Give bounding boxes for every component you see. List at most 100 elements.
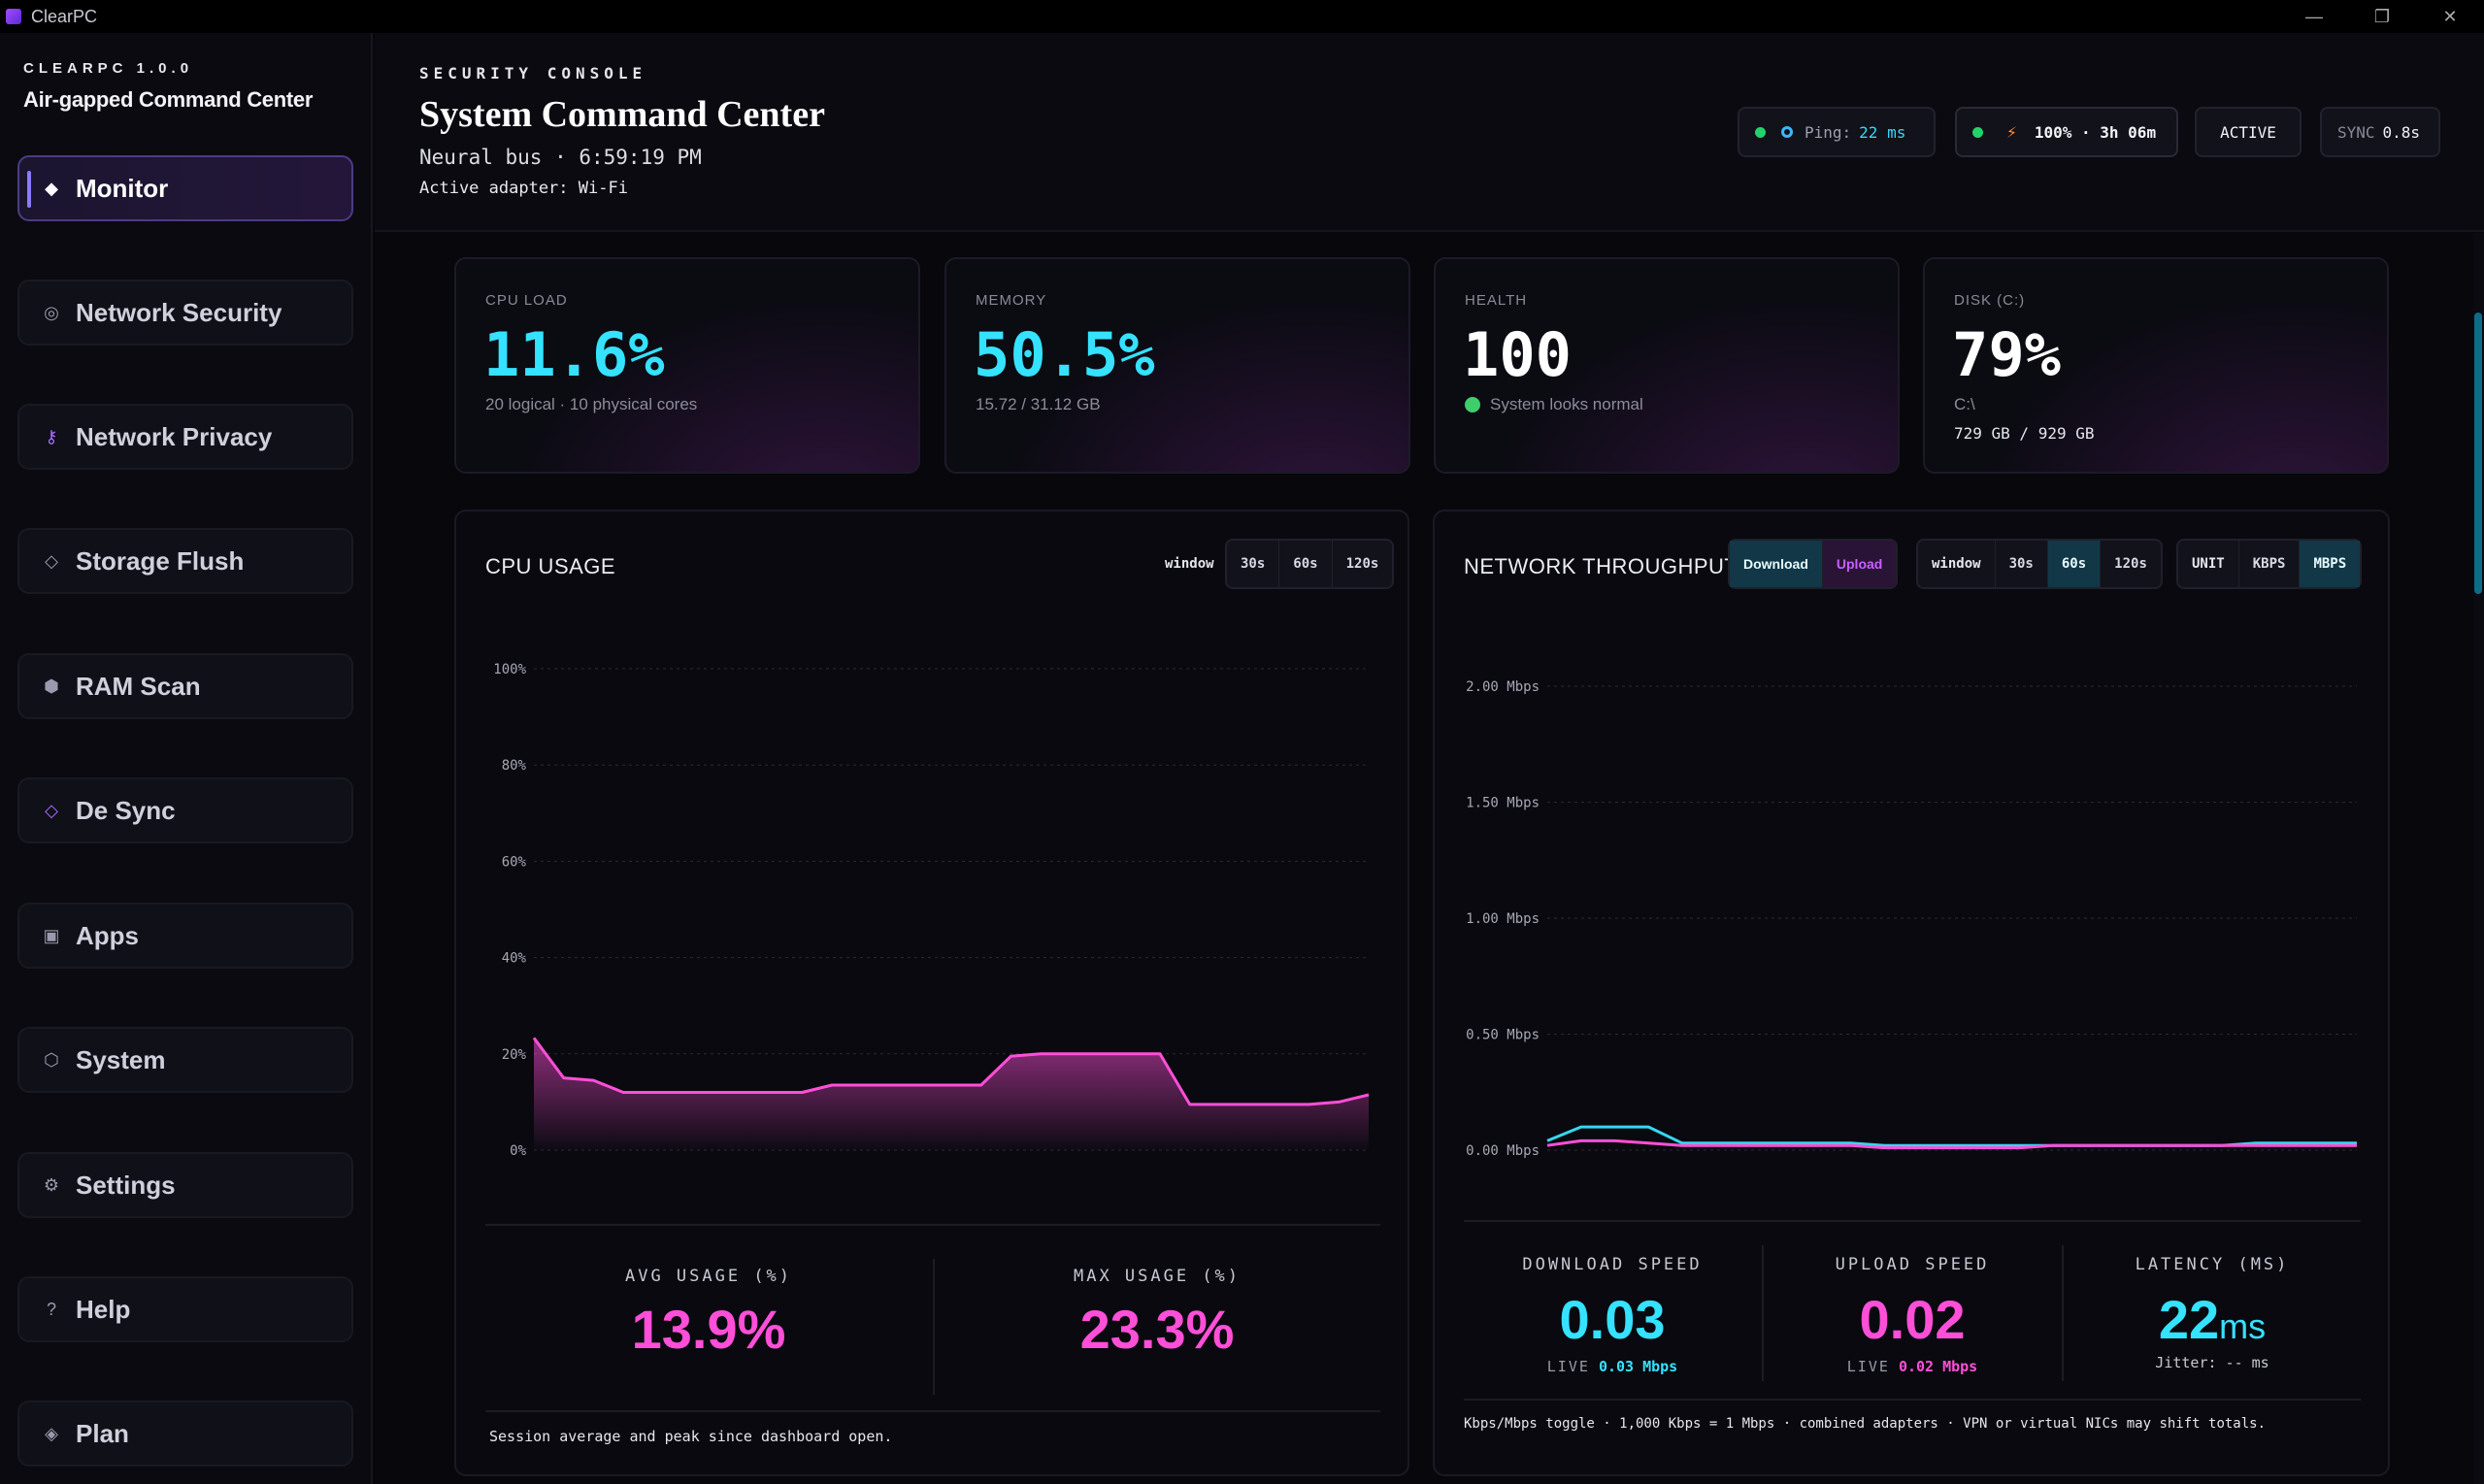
divider: [1762, 1245, 1764, 1381]
memory-usage-text: 15.72 / 31.12 GB: [976, 395, 1101, 413]
download-speed-label: DOWNLOAD SPEED: [1522, 1255, 1703, 1274]
minimize-button[interactable]: —: [2305, 6, 2323, 26]
sidebar-item-ram-scan[interactable]: ⬢ RAM Scan: [17, 653, 353, 719]
app-version: CLEARPC 1.0.0: [23, 60, 194, 77]
disk-card: DISK (C:) 79% C:\ 729 GB / 929 GB: [1923, 257, 2389, 474]
plan-icon: ◈: [45, 1423, 58, 1443]
sidebar-item-label: Help: [76, 1294, 131, 1324]
upload-speed-value: 0.02: [1859, 1289, 1966, 1350]
direction-toggle: Download Upload: [1728, 539, 1899, 589]
sync-value: 0.8s: [2382, 122, 2421, 142]
sidebar-item-network-privacy[interactable]: ⚷ Network Privacy: [17, 404, 353, 470]
health-status: System looks normal: [1465, 395, 1643, 414]
active-adapter: Active adapter: Wi-Fi: [419, 179, 628, 198]
help-icon: ?: [46, 1299, 56, 1319]
sidebar-item-label: Monitor: [76, 173, 169, 203]
scrollbar-track[interactable]: [2473, 233, 2484, 1484]
network-footnote: Kbps/Mbps toggle · 1,000 Kbps = 1 Mbps ·…: [1464, 1416, 2267, 1432]
sidebar-item-storage-flush[interactable]: ◇ Storage Flush: [17, 528, 353, 594]
max-usage-label: MAX USAGE (%): [1073, 1267, 1242, 1286]
latency-value: 22: [2158, 1289, 2220, 1350]
divider: [2062, 1245, 2064, 1381]
y-tick-label: 0.00 Mbps: [1466, 1143, 1540, 1159]
upload-toggle-button[interactable]: Upload: [1821, 541, 1897, 587]
status-dot-icon: [1972, 126, 1983, 138]
window-60s-button[interactable]: 60s: [1278, 541, 1331, 587]
sync-diamond-icon: ◇: [45, 800, 58, 820]
latency-label: LATENCY (MS): [2135, 1255, 2290, 1274]
upload-speed-label: UPLOAD SPEED: [1835, 1255, 1990, 1274]
unit-selector: UNIT KBPS MBPS: [2176, 539, 2363, 589]
y-tick-label: 1.50 Mbps: [1466, 796, 1540, 811]
title-bar: ClearPC — ❐ ✕: [0, 0, 2484, 33]
sidebar-item-label: Settings: [76, 1170, 176, 1200]
sidebar-item-label: Plan: [76, 1418, 129, 1448]
card-label: MEMORY: [976, 292, 1047, 309]
restore-button[interactable]: ❐: [2373, 6, 2391, 26]
diamond-outline-icon: ◇: [45, 550, 58, 571]
sidebar-item-help[interactable]: ? Help: [17, 1276, 353, 1342]
y-tick-label: 2.00 Mbps: [1466, 679, 1540, 695]
health-ok-icon: [1465, 397, 1480, 412]
unit-kbps-button[interactable]: KBPS: [2237, 541, 2300, 587]
sidebar-item-plan[interactable]: ◈ Plan: [17, 1401, 353, 1467]
sidebar-item-label: Network Security: [76, 297, 282, 327]
cpu-usage-panel: CPU USAGE window 30s 60s 120s 100% 80% 60%…: [454, 510, 1409, 1476]
window-60s-button[interactable]: 60s: [2046, 541, 2101, 587]
health-status-text: System looks normal: [1490, 395, 1643, 413]
sidebar-item-de-sync[interactable]: ◇ De Sync: [17, 777, 353, 843]
y-tick-label: 40%: [502, 951, 527, 967]
hexagon-outline-icon: ⬡: [44, 1049, 59, 1070]
sidebar-item-label: Storage Flush: [76, 545, 245, 576]
header-clock: Neural bus · 6:59:19 PM: [419, 146, 702, 169]
avg-usage-value: 13.9%: [631, 1299, 786, 1360]
download-toggle-button[interactable]: Download: [1730, 541, 1822, 587]
network-throughput-chart: 2.00 Mbps 1.50 Mbps 1.00 Mbps 0.50 Mbps 0.00…: [1466, 679, 2357, 1159]
disk-value: 79%: [1952, 319, 2061, 390]
max-usage-value: 23.3%: [1079, 1299, 1235, 1360]
divider: [933, 1259, 935, 1395]
cpu-load-value: 11.6%: [483, 319, 665, 390]
y-tick-label: 0.50 Mbps: [1466, 1028, 1540, 1043]
sidebar-item-label: RAM Scan: [76, 671, 201, 701]
net-window-selector: window 30s 60s 120s: [1916, 539, 2163, 589]
divider: [1464, 1399, 2361, 1401]
diamond-icon: ◆: [45, 178, 58, 198]
close-button[interactable]: ✕: [2442, 6, 2458, 26]
card-label: HEALTH: [1465, 292, 1528, 309]
download-speed-value: 0.03: [1559, 1289, 1666, 1350]
live-label: LIVE: [1546, 1358, 1590, 1375]
sidebar-item-monitor[interactable]: ◆ Monitor: [17, 155, 353, 221]
jitter-text: Jitter: -- ms: [2155, 1354, 2269, 1371]
unit-label: UNIT: [2192, 556, 2225, 572]
window-title: ClearPC: [31, 6, 98, 26]
unit-mbps-button[interactable]: MBPS: [2299, 541, 2361, 587]
window-30s-button[interactable]: 30s: [1994, 541, 2047, 587]
status-dot-icon: [1755, 126, 1766, 138]
sidebar-item-apps[interactable]: ▣ Apps: [17, 903, 353, 969]
sidebar-item-system[interactable]: ⬡ System: [17, 1027, 353, 1093]
page-title: System Command Center: [419, 94, 825, 135]
y-tick-label: 1.00 Mbps: [1466, 911, 1540, 927]
avg-usage-label: AVG USAGE (%): [624, 1267, 793, 1286]
lightning-icon: ⚡: [2006, 121, 2017, 143]
sidebar-item-network-security[interactable]: ◎ Network Security: [17, 280, 353, 346]
latency-unit: ms: [2219, 1306, 2267, 1346]
page-header: SECURITY CONSOLE System Command Center N…: [375, 33, 2484, 232]
ping-value: 22 ms: [1859, 122, 1906, 142]
health-value: 100: [1463, 319, 1572, 390]
ping-label: Ping:: [1805, 122, 1852, 142]
sidebar-item-settings[interactable]: ⚙ Settings: [17, 1152, 353, 1218]
series-line: [1546, 1138, 2357, 1150]
sidebar: CLEARPC 1.0.0 Air-gapped Command Center …: [0, 33, 373, 1484]
upload-live-value: 0.02 Mbps: [1898, 1358, 1978, 1375]
scrollbar-thumb[interactable]: [2474, 313, 2482, 594]
memory-value: 50.5%: [974, 319, 1155, 390]
window-label: window: [1165, 556, 1214, 572]
window-30s-button[interactable]: 30s: [1241, 556, 1266, 572]
window-120s-button[interactable]: 120s: [1331, 541, 1393, 587]
divider: [485, 1224, 1380, 1226]
health-card: HEALTH 100 System looks normal: [1434, 257, 1900, 474]
window-120s-button[interactable]: 120s: [2100, 541, 2161, 587]
sync-label: SYNC: [2337, 122, 2375, 142]
